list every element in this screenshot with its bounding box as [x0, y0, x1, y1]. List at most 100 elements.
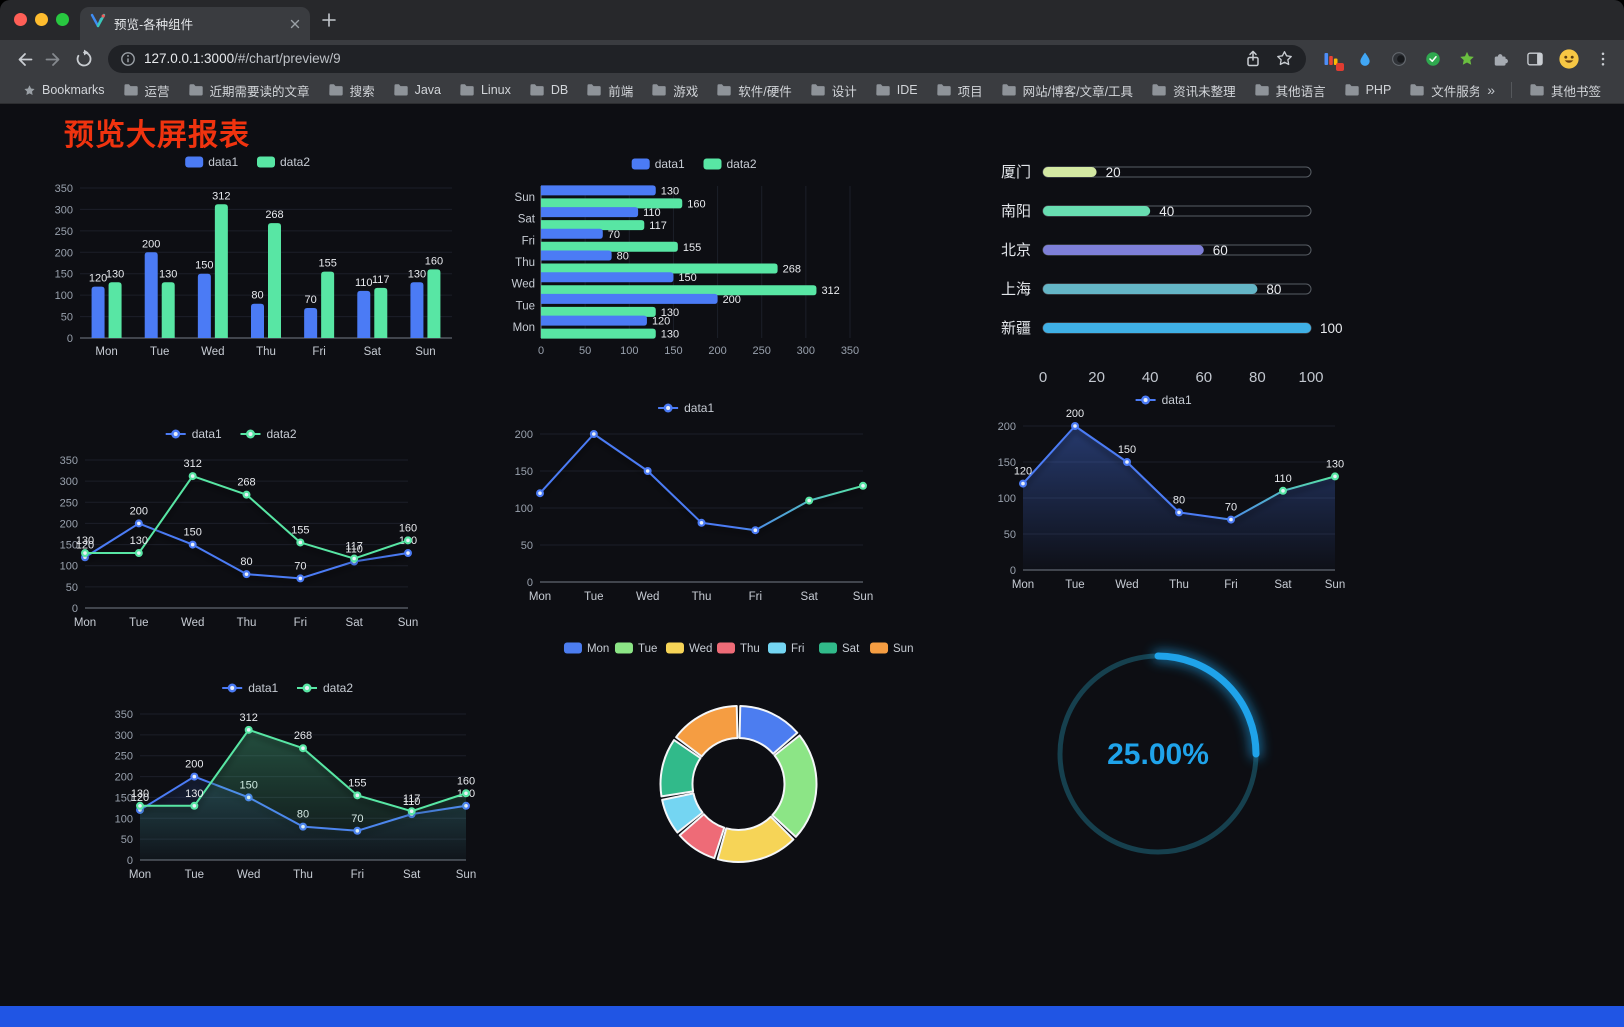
forward-button[interactable]	[40, 45, 68, 73]
bookmark-folder[interactable]: 运营	[114, 81, 179, 100]
svg-text:Tue: Tue	[584, 591, 603, 603]
svg-text:Tue: Tue	[185, 869, 204, 881]
svg-text:130: 130	[106, 268, 124, 280]
bookmarks-root-label: Bookmarks	[42, 83, 105, 97]
site-info-icon[interactable]	[120, 51, 136, 67]
svg-text:Tue: Tue	[1065, 579, 1084, 591]
svg-text:80: 80	[617, 251, 629, 263]
svg-text:200: 200	[708, 345, 726, 357]
doughnut-chart[interactable]: Mon Tue Wed Thu Fri Sat Sun	[540, 632, 937, 896]
svg-text:Fri: Fri	[522, 235, 535, 247]
tab-close-icon[interactable]	[290, 19, 300, 29]
bookmark-folder[interactable]: Linux	[450, 83, 520, 97]
new-tab-button[interactable]	[322, 13, 336, 27]
ext-dark-circle-icon[interactable]	[1388, 48, 1410, 70]
bookmark-folder[interactable]: Java	[384, 83, 450, 97]
browser-toolbar: 127.0.0.1:3000/#/chart/preview/9	[0, 40, 1624, 77]
bookmark-folder[interactable]: 近期需要读的文章	[179, 81, 319, 100]
svg-text:350: 350	[115, 709, 133, 721]
share-icon[interactable]	[1243, 49, 1263, 69]
svg-text:250: 250	[115, 751, 133, 763]
bookmark-folder[interactable]: 软件/硬件	[707, 81, 800, 100]
line-chart-single[interactable]: data1 0 50 100 150 200 Mon Tue Wed Thu Fri Sat Sun	[500, 394, 877, 610]
svg-text:100: 100	[55, 290, 73, 302]
svg-text:130: 130	[159, 268, 177, 280]
bookmark-folder[interactable]: 其他语言	[1245, 81, 1335, 100]
svg-text:Wed: Wed	[512, 279, 535, 291]
zoom-window-button[interactable]	[56, 13, 69, 26]
bookmark-folder[interactable]: PHP	[1335, 83, 1401, 97]
svg-text:data1: data1	[1162, 393, 1192, 407]
address-bar[interactable]: 127.0.0.1:3000/#/chart/preview/9	[108, 44, 1306, 73]
svg-text:117: 117	[345, 541, 363, 553]
bookmarks-root-item[interactable]: Bookmarks	[14, 77, 114, 103]
svg-text:130: 130	[661, 185, 679, 197]
svg-text:300: 300	[797, 345, 815, 357]
bar-chart-vertical[interactable]: data1 data2 0 50 100 150 200 250 300 350 Mon 120 130…	[40, 148, 460, 364]
capsule-progress-chart[interactable]: 厦门 20 南阳 40 北京 60 上海 80 新疆 100 0 20 40 60 80 100	[985, 156, 1357, 388]
svg-text:上海: 上海	[1001, 281, 1031, 298]
ext-badge	[1336, 62, 1344, 71]
profile-avatar[interactable]	[1558, 48, 1580, 70]
side-panel-icon[interactable]	[1524, 48, 1546, 70]
folder-icon	[876, 84, 890, 96]
svg-text:155: 155	[683, 242, 701, 254]
svg-text:70: 70	[294, 560, 306, 572]
bookmark-folder[interactable]: 前端	[577, 81, 642, 100]
area-line-chart[interactable]: data1 0 50 100 150 200 Mon Tue Wed Thu Fri Sat Sun 12…	[983, 386, 1349, 598]
other-bookmarks-item[interactable]: 其他书签	[1520, 77, 1610, 103]
ext-drop-icon[interactable]	[1354, 48, 1376, 70]
close-window-button[interactable]	[14, 13, 27, 26]
menu-dots-icon[interactable]	[1592, 48, 1614, 70]
line-chart-two-series[interactable]: data1 data2 0 50 100 150 200 250 300 350 Mon Tue Wed…	[45, 420, 422, 636]
svg-text:Tue: Tue	[516, 300, 535, 312]
svg-text:Sat: Sat	[364, 346, 382, 358]
bookmark-folder[interactable]: 搜索	[319, 81, 384, 100]
ext-green-shield-icon[interactable]	[1422, 48, 1444, 70]
svg-text:50: 50	[1004, 529, 1016, 541]
svg-text:268: 268	[294, 730, 312, 742]
bookmark-folder-label: 网站/博客/文章/工具	[1022, 84, 1134, 99]
svg-text:100: 100	[60, 561, 78, 573]
svg-text:0: 0	[67, 333, 73, 345]
bookmark-folder-label: Java	[414, 83, 441, 97]
svg-text:300: 300	[60, 476, 78, 488]
page-title: 预览大屏报表	[64, 119, 250, 152]
folder-icon	[1152, 84, 1166, 96]
gauge-progress-chart[interactable]: 25.00%	[1046, 642, 1270, 866]
bar-chart-horizontal[interactable]: data1 data2 0 50 100 150 200 250 300 350 Sun 130 160…	[503, 150, 890, 364]
ext-columns-icon[interactable]	[1320, 48, 1344, 71]
svg-text:data1: data1	[684, 401, 714, 415]
svg-text:Fri: Fri	[1224, 579, 1237, 591]
bookmark-folder[interactable]: 文件服务器	[1400, 81, 1479, 100]
reload-button[interactable]	[70, 45, 98, 73]
svg-text:北京: 北京	[1001, 242, 1031, 259]
bookmark-folder[interactable]: 项目	[927, 81, 992, 100]
svg-text:Mon: Mon	[513, 322, 535, 334]
svg-text:Mon: Mon	[74, 617, 96, 629]
area-line-chart-two-series[interactable]: data1 data2 0 50 100 150 200 250 300 350 Mon Tue Wed…	[100, 674, 480, 888]
bookmark-star-icon[interactable]	[1275, 49, 1294, 68]
bookmark-folder[interactable]: IDE	[866, 83, 927, 97]
folder-icon	[530, 84, 544, 96]
bookmark-folder[interactable]: 网站/博客/文章/工具	[992, 81, 1142, 100]
extensions-puzzle-icon[interactable]	[1490, 48, 1512, 70]
svg-text:Thu: Thu	[1169, 579, 1189, 591]
svg-text:350: 350	[60, 455, 78, 467]
bookmark-folder[interactable]: 游戏	[642, 81, 707, 100]
bookmark-folder[interactable]: 资讯未整理	[1142, 81, 1245, 100]
minimize-window-button[interactable]	[35, 13, 48, 26]
svg-text:150: 150	[115, 792, 133, 804]
bookmark-folder[interactable]: DB	[520, 83, 577, 97]
svg-text:100: 100	[515, 503, 533, 515]
bookmarks-overflow-chevron[interactable]: »	[1487, 82, 1495, 98]
browser-tab[interactable]: 预览-各种组件	[80, 7, 310, 40]
ext-green-star-icon[interactable]	[1456, 48, 1478, 70]
back-button[interactable]	[10, 45, 38, 73]
bookmark-folder-label: IDE	[896, 83, 918, 97]
svg-text:117: 117	[403, 793, 421, 805]
svg-text:350: 350	[841, 345, 859, 357]
svg-text:150: 150	[1118, 444, 1136, 456]
bookmark-folder[interactable]: 设计	[801, 81, 866, 100]
folder-icon	[936, 84, 951, 96]
